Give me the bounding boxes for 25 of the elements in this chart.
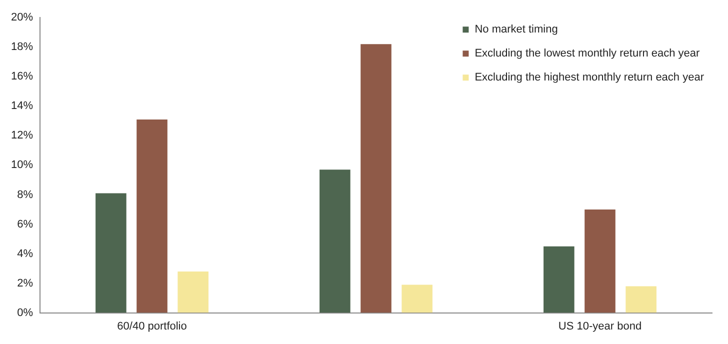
y-tick-label: 2%	[17, 277, 34, 290]
bar	[626, 286, 656, 313]
bar	[320, 170, 350, 313]
y-tick-label: 12%	[10, 130, 34, 142]
x-tick-label: 60/40 portfolio	[117, 320, 187, 332]
bar	[544, 246, 574, 313]
legend-label: Excluding the lowest monthly return each year	[474, 48, 700, 60]
bar	[360, 44, 392, 313]
y-tick-label: 18%	[10, 41, 34, 54]
y-tick-label: 14%	[10, 100, 34, 112]
y-tick-label: 8%	[17, 188, 34, 201]
y-tick-label: 16%	[10, 70, 34, 83]
y-tick-label: 10%	[10, 159, 34, 172]
legend-label: No market timing	[474, 24, 558, 36]
y-tick-label: 20%	[10, 12, 34, 24]
bar	[136, 119, 168, 313]
y-tick-label: 4%	[17, 248, 34, 260]
bar	[96, 193, 126, 313]
x-tick-label: US 10-year bond	[558, 320, 642, 332]
legend-label: Excluding the highest monthly return each year	[474, 72, 704, 84]
bar	[402, 284, 432, 313]
y-tick-label: 6%	[17, 218, 34, 230]
bar	[584, 209, 616, 313]
bar	[178, 271, 208, 313]
y-tick-label: 0%	[17, 306, 34, 319]
